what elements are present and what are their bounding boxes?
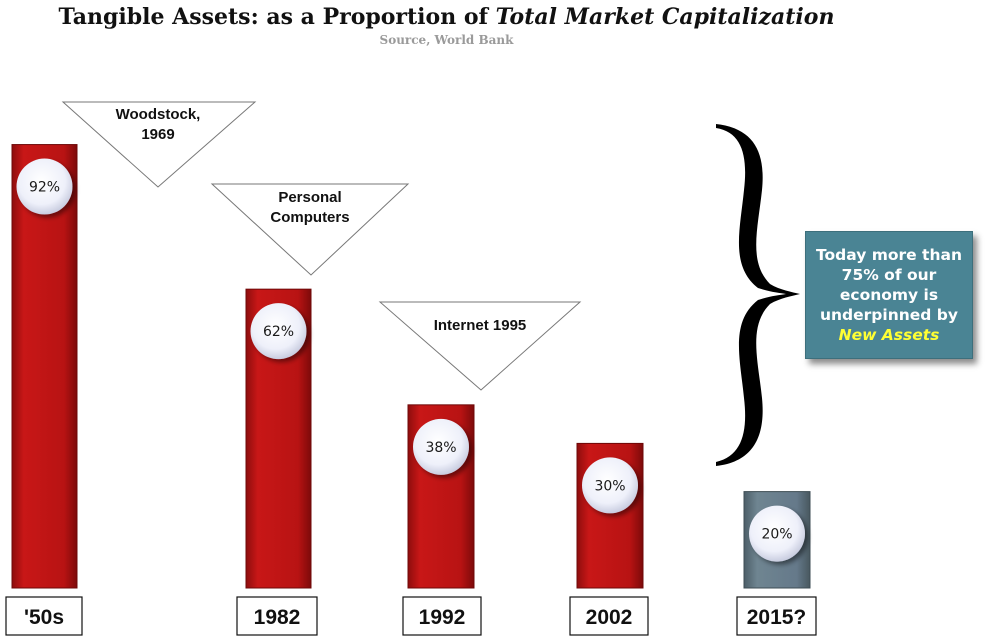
- curly-brace: [716, 124, 800, 466]
- data-label-0: 92%: [29, 180, 60, 196]
- annotation-triangle-0: [61, 101, 257, 188]
- data-label-3: 30%: [594, 478, 625, 494]
- category-box-2: [402, 596, 482, 636]
- chart-title-emphasis: Total Market Capitalization: [495, 4, 835, 30]
- category-label-3: 2002: [586, 606, 633, 629]
- data-label-2: 38%: [425, 440, 456, 456]
- value-bubble-4: [749, 505, 805, 562]
- annotation-text-0-1: 1969: [141, 126, 174, 143]
- category-box-1: [236, 596, 318, 636]
- category-box-4: [736, 596, 817, 636]
- value-bubble-2: [413, 418, 469, 475]
- category-box-0: [5, 596, 83, 636]
- value-bubble-0: [16, 158, 73, 215]
- annotation-text-1-1: Computers: [270, 209, 349, 226]
- callout-box: Today more than 75% of our economy is under…: [805, 231, 973, 359]
- category-label-0: '50s: [24, 606, 64, 629]
- annotation-text-1-0: Personal: [278, 189, 341, 206]
- callout-line-2: economy is: [839, 286, 939, 304]
- chart-title: Tangible Assets: as a Proportion of Tota…: [0, 4, 893, 30]
- category-label-1: 1982: [254, 606, 301, 629]
- callout-highlight: New Assets: [838, 326, 940, 344]
- callout-line-1: 75% of our: [841, 266, 937, 284]
- data-label-1: 62%: [263, 324, 294, 340]
- value-bubble-3: [582, 457, 638, 514]
- chart-title-prefix: Tangible Assets: as a Proportion of: [58, 4, 496, 30]
- data-label-4: 20%: [761, 527, 792, 543]
- bar-0: [11, 144, 78, 589]
- callout-line-0: Today more than: [815, 246, 963, 264]
- annotation-triangle-2: [378, 301, 582, 391]
- annotation-triangle-1: [210, 183, 410, 276]
- category-label-2: 1992: [419, 606, 466, 629]
- value-bubble-1: [250, 303, 307, 360]
- annotation-text-0-0: Woodstock,: [116, 106, 201, 123]
- category-label-4: 2015?: [747, 606, 807, 629]
- callout-line-3: underpinned by: [819, 306, 958, 324]
- annotation-text-2-0: Internet 1995: [434, 317, 527, 334]
- category-box-3: [569, 596, 649, 636]
- chart-subtitle: Source, World Bank: [379, 33, 514, 47]
